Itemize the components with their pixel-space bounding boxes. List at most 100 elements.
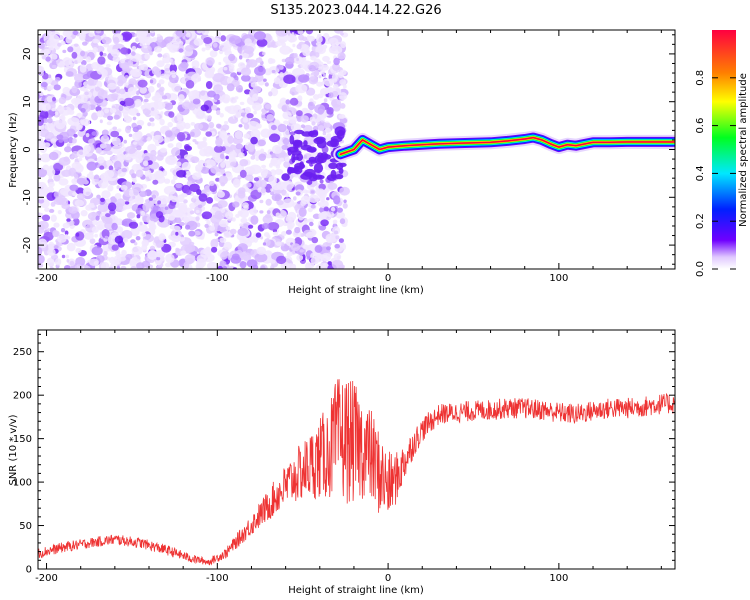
noise-blob [235,112,242,118]
noise-blob [308,101,314,106]
noise-blob [106,63,111,68]
y-tick-label: 10 [22,95,33,108]
noise-blob [234,130,243,140]
noise-blob [296,110,303,117]
noise-blob [91,131,98,136]
noise-blob [287,148,292,156]
noise-blob [128,133,133,138]
noise-blob [189,183,200,193]
noise-blob [220,35,226,42]
noise-blob [184,144,190,151]
noise-blob [255,156,259,161]
noise-blob [290,243,301,252]
noise-blob [302,189,308,194]
noise-blob [232,201,240,208]
noise-blob [156,60,165,68]
noise-blob [326,174,337,182]
noise-blob [212,42,218,48]
noise-blob [38,181,46,188]
noise-blob [323,206,329,212]
noise-blob [260,265,266,269]
noise-blob [225,155,229,160]
noise-blob [175,183,182,189]
noise-blob [339,186,350,196]
noise-blob [106,93,118,102]
noise-blob [247,236,256,243]
noise-blob [333,57,340,66]
noise-blob [243,46,255,54]
noise-blob [239,101,245,106]
noise-blob [168,111,175,118]
noise-blob [192,98,201,105]
noise-blob [201,30,210,36]
noise-blob [104,108,110,114]
noise-blob [171,74,177,79]
noise-blob [205,68,215,78]
noise-blob [38,130,41,137]
noise-blob [271,144,283,154]
noise-blob [188,230,196,237]
noise-blob [101,190,111,199]
noise-blob [108,266,113,269]
y-tick-label: 100 [13,478,32,489]
noise-blob [300,200,307,206]
noise-blob [264,183,273,193]
noise-blob [159,118,165,126]
y-tick-label: -10 [22,189,33,205]
noise-blob [48,181,55,188]
noise-blob [135,90,140,96]
noise-blob [74,98,82,105]
noise-blob [206,57,215,66]
noise-blob [46,192,56,201]
noise-blob [169,58,173,63]
noise-blob [213,93,220,100]
noise-blob [120,184,128,191]
noise-blob [141,239,149,247]
noise-blob [38,254,45,264]
noise-blob [53,173,61,182]
noise-blob [54,258,62,266]
noise-blob [276,255,287,265]
noise-blob [158,79,165,85]
noise-blob [94,179,100,183]
noise-blob [60,228,66,233]
noise-blob [250,155,256,160]
noise-blob [284,56,295,65]
noise-blob [111,222,118,231]
noise-blob [219,113,224,118]
noise-blob [47,85,54,91]
noise-blob [216,109,221,116]
noise-blob [267,44,271,48]
noise-blob [240,217,248,224]
noise-blob [225,226,230,231]
noise-blob [54,77,61,82]
noise-blob [316,121,327,130]
noise-blob [171,83,182,93]
noise-blob [112,56,121,62]
noise-blob [195,209,200,214]
noise-blob [157,53,163,58]
noise-blob [99,165,105,170]
noise-blob [322,44,328,49]
noise-blob [156,253,161,258]
noise-blob [284,156,290,163]
noise-blob [147,250,157,260]
noise-blob [76,177,87,185]
noise-blob [60,40,66,46]
noise-blob [72,138,77,144]
noise-blob [241,202,249,209]
spectrogram-y-label: Frequency (Hz) [8,112,19,188]
noise-blob [313,70,320,77]
noise-blob [308,262,315,269]
noise-blob [220,161,226,168]
colorbar-label: Normalized spectral amplitude [738,73,749,227]
noise-blob [184,73,188,78]
noise-blob [326,246,331,251]
noise-blob [116,185,120,190]
noise-blob [71,178,78,185]
noise-blob [156,82,161,88]
noise-blob [213,145,224,153]
noise-blob [242,252,252,261]
noise-blob [219,130,228,138]
noise-blob [328,92,334,99]
